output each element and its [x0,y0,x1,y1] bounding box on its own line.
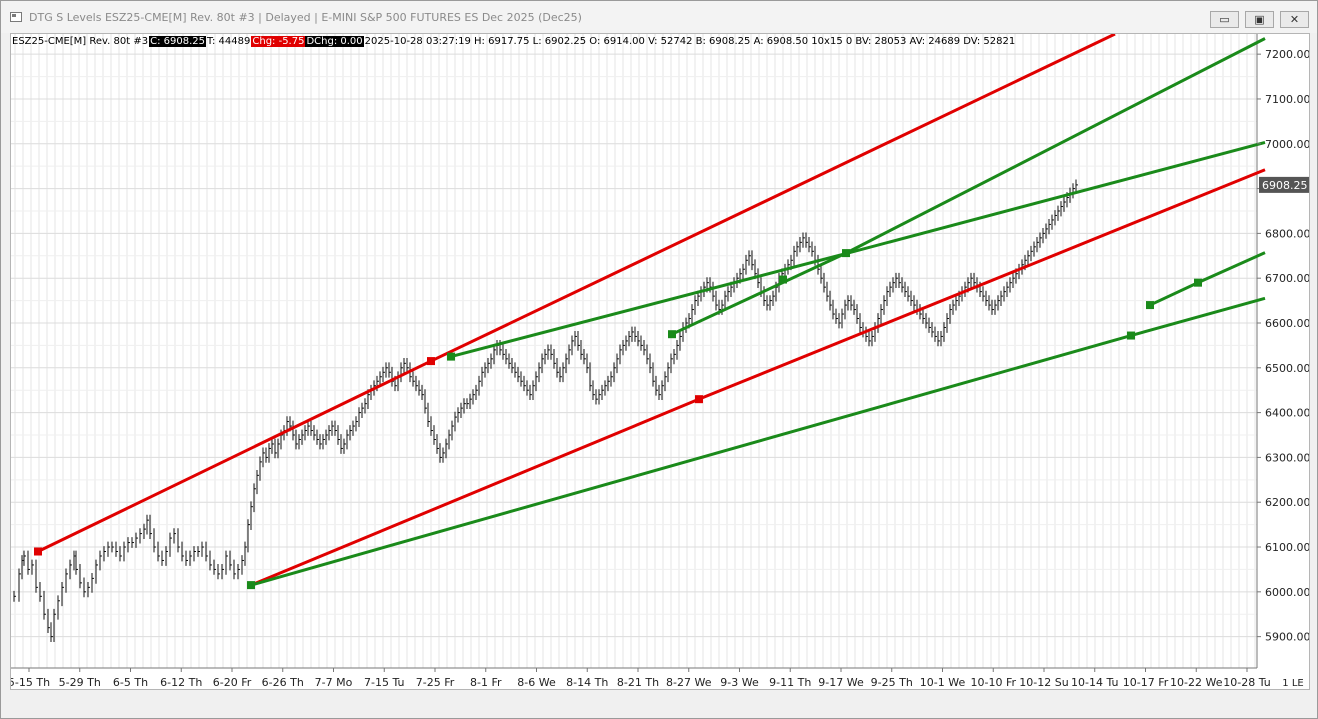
last-price-badge [1259,176,1309,193]
channel-line [37,34,1116,553]
y-tick-label: 6700.00 [1265,272,1310,285]
maximize-button[interactable]: ▣ [1245,11,1274,28]
x-tick-label: 6-26 Th [262,676,304,689]
x-tick-label: 10-22 We [1170,676,1223,689]
x-tick-label: 7-7 Mo [315,676,353,689]
y-tick-label: 6200.00 [1265,496,1310,509]
change-value: Chg: -5.75 [251,36,306,47]
x-tick-label: 10-17 Fr [1123,676,1169,689]
pivot-marker [1127,331,1135,340]
pivot-marker [1194,278,1202,287]
pivot-marker [842,249,850,258]
x-tick-label: 10-1 We [920,676,966,689]
x-tick-label: 6-12 Th [160,676,202,689]
y-tick-label: 7100.00 [1265,93,1310,106]
x-tick-label: 5-29 Th [59,676,101,689]
close-button[interactable]: ✕ [1280,11,1309,28]
tick-count: T: 44489 [207,36,251,47]
daily-change-value: DChg: 0.00 [305,36,364,47]
x-tick-label: 9-3 We [720,676,759,689]
y-tick-label: 6100.00 [1265,541,1310,554]
x-tick-label: 8-1 Fr [470,676,502,689]
x-tick-label: 9-17 We [818,676,864,689]
quote-details: 2025-10-28 03:27:19 H: 6917.75 L: 6902.2… [364,36,1016,47]
y-tick-label: 6500.00 [1265,362,1310,375]
x-tick-label: 7-15 Tu [364,676,404,689]
x-tick-label: 8-21 Th [617,676,659,689]
chart-area[interactable]: 5900.00 6000.00 6100.00 6200.00 6300.00 6400.… [10,33,1310,690]
x-tick-label: 9-11 Th [769,676,811,689]
quote-info-bar: ESZ25-CME[M] Rev. 80t #3 C: 6908.25 T: 444… [11,34,1016,49]
symbol-label: ESZ25-CME[M] Rev. 80t #3 [12,36,149,47]
close-value: C: 6908.25 [149,36,206,47]
x-tick-label: 10-28 Tu [1223,676,1270,689]
pivot-marker [668,330,676,339]
window-title: DTG S Levels ESZ25-CME[M] Rev. 80t #3 | … [29,11,582,24]
x-tick-label: 5-15 Th [11,676,50,689]
x-tick-label: 9-25 Th [871,676,913,689]
y-tick-label: 7200.00 [1265,48,1310,61]
pivot-marker [695,395,703,404]
y-tick-label: 6400.00 [1265,407,1310,420]
y-tick-label: 6300.00 [1265,451,1310,464]
x-tick-label: 8-14 Th [566,676,608,689]
x-tick-label: 10-12 Su [1019,676,1068,689]
status-indicator: 1 LE [1282,678,1304,689]
minimize-button[interactable]: ▭ [1210,11,1239,28]
channel-line [250,296,1266,587]
x-tick-label: 8-27 We [666,676,712,689]
y-tick-label: 7000.00 [1265,138,1310,151]
x-tick-label: 8-6 We [517,676,556,689]
y-tick-label: 6800.00 [1265,227,1310,240]
title-bar[interactable]: DTG S Levels ESZ25-CME[M] Rev. 80t #3 | … [1,1,1317,33]
channel-line [250,168,1266,587]
pivot-marker [34,547,42,556]
x-tick-label: 10-14 Tu [1071,676,1118,689]
y-tick-label: 6600.00 [1265,317,1310,330]
last-price-label: 6908.25 [1262,179,1308,192]
pivot-marker [247,581,255,590]
x-tick-label: 7-25 Fr [416,676,455,689]
x-tick-label: 10-10 Fr [970,676,1016,689]
window-icon [10,12,22,22]
x-tick-label: 6-20 Fr [213,676,252,689]
price-chart[interactable]: 5900.00 6000.00 6100.00 6200.00 6300.00 6400.… [11,34,1310,690]
x-tick-label: 6-5 Th [113,676,148,689]
pivot-marker [447,352,455,361]
pivot-marker [427,357,435,366]
y-tick-label: 6000.00 [1265,586,1310,599]
pivot-marker [779,275,787,284]
pivot-marker [1146,301,1154,310]
y-tick-label: 5900.00 [1265,631,1310,644]
